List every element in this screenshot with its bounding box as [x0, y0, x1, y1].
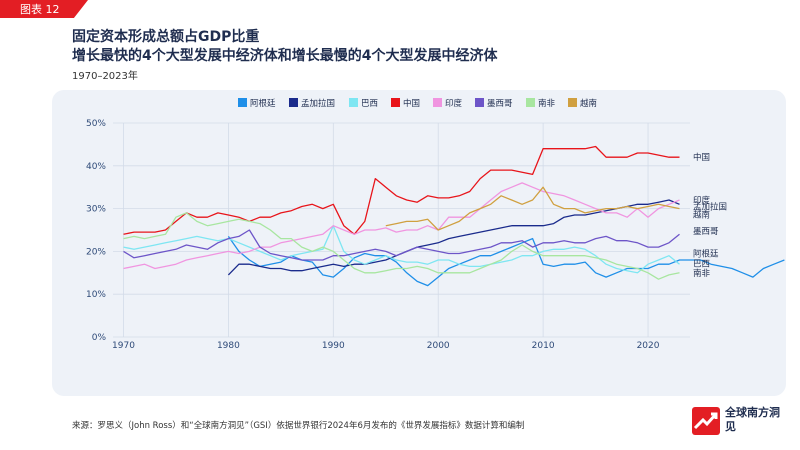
- x-tick-label: 2000: [427, 341, 450, 351]
- series-end-label: 南非: [693, 268, 711, 279]
- legend-label: 阿根廷: [250, 98, 276, 109]
- series-line-8: [385, 186, 680, 231]
- series-line-4: [123, 145, 680, 235]
- logo-text: 全球南方洞见: [725, 406, 780, 433]
- y-tick-label: 50%: [86, 119, 106, 129]
- logo-mark-icon: [692, 407, 720, 435]
- x-tick-label: 1980: [217, 341, 240, 351]
- x-tick-label: 2010: [532, 341, 555, 351]
- y-tick-label: 10%: [86, 290, 106, 300]
- series-lines: [123, 145, 785, 287]
- legend-swatch: [475, 98, 484, 107]
- x-tick-label: 1970: [112, 341, 135, 351]
- series-line-2: [227, 199, 680, 276]
- legend-label: 孟加拉国: [301, 98, 335, 109]
- series-end-label: 巴西: [693, 259, 710, 269]
- figure-tag-label: 图表 12: [20, 3, 60, 16]
- series-end-label: 阿根廷: [693, 249, 719, 260]
- legend-label: 南非: [538, 98, 556, 109]
- legend-swatch: [391, 98, 400, 107]
- legend-label: 中国: [403, 98, 420, 109]
- chart-title-line2: 增长最快的4个大型发展中经济体和增长最慢的4个大型发展中经济体: [72, 48, 498, 64]
- series-line-3: [123, 225, 680, 274]
- series-line-6: [123, 229, 680, 261]
- y-tick-label: 0%: [92, 333, 107, 343]
- y-tick-label: 30%: [86, 205, 106, 215]
- series-line-1: [227, 236, 785, 287]
- y-tick-label: 20%: [86, 247, 106, 257]
- chart-title-line1: 固定资本形成总额占GDP比重: [72, 29, 260, 45]
- legend-swatch: [433, 98, 442, 107]
- series-end-label: 越南: [693, 210, 710, 221]
- legend-label: 越南: [580, 98, 597, 109]
- legend-label: 印度: [445, 98, 463, 109]
- series-end-label: 墨西哥: [693, 227, 719, 237]
- series-end-label: 中国: [693, 152, 710, 163]
- chart-panel: [52, 90, 786, 396]
- legend-swatch: [526, 98, 535, 107]
- legend-label: 墨西哥: [487, 99, 513, 109]
- series-line-5: [123, 182, 680, 270]
- axis-labels: 0% 10% 20% 30% 40% 50% 1970 1980 1990 2000 2010 202…: [86, 119, 660, 351]
- legend: 阿根廷 孟加拉国 巴西 中国 印度 墨西哥 南非 越南: [238, 98, 597, 109]
- x-tick-label: 2020: [637, 341, 660, 351]
- legend-label: 巴西: [361, 99, 378, 109]
- x-tick-label: 1990: [322, 341, 345, 351]
- y-tick-label: 40%: [86, 162, 106, 172]
- chart-subtitle: 1970–2023年: [72, 71, 138, 82]
- grid-lines: [113, 122, 690, 338]
- legend-swatch: [349, 98, 358, 107]
- legend-swatch: [568, 98, 577, 107]
- legend-swatch: [289, 98, 298, 107]
- logo: 全球南方洞见: [692, 405, 792, 441]
- figure-tag: 图表 12: [0, 0, 88, 18]
- series-end-label: 孟加拉国: [693, 201, 727, 212]
- series-end-label: 印度: [693, 195, 711, 206]
- series-line-7: [123, 212, 680, 280]
- legend-swatch: [238, 98, 247, 107]
- source-footnote: 来源：罗思义（John Ross）和“全球南方洞见”（GSI）依据世界银行202…: [72, 421, 525, 431]
